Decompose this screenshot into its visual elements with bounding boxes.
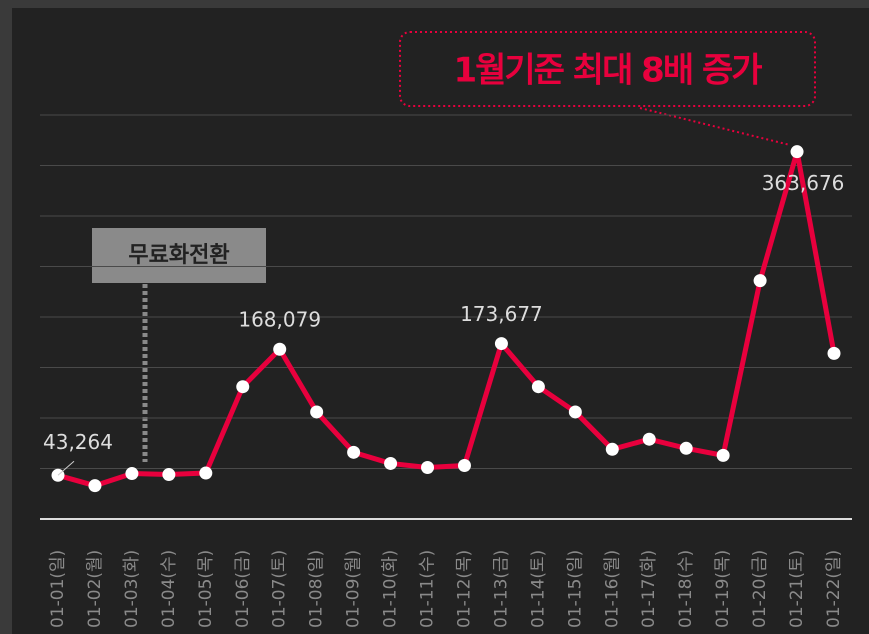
value-label: 363,676	[762, 171, 845, 195]
data-point	[494, 337, 508, 351]
x-tick-label: 01-22(일)	[824, 550, 844, 628]
plot-background	[12, 8, 869, 634]
callout-text: 1월기준 최대 8배 증가	[453, 51, 762, 91]
data-point	[753, 274, 767, 288]
data-point	[642, 432, 656, 446]
data-point	[716, 448, 730, 462]
data-point	[273, 342, 287, 356]
label-leader	[57, 460, 75, 476]
data-point	[457, 458, 471, 472]
x-tick-label: 01-12(목)	[454, 550, 474, 628]
data-point	[827, 346, 841, 360]
x-tick-label: 01-18(수)	[676, 550, 696, 628]
data-point	[162, 468, 176, 482]
x-tick-label: 01-13(금)	[491, 550, 511, 628]
x-tick-label: 01-14(토)	[528, 550, 548, 628]
x-tick-label: 01-02(월)	[85, 550, 105, 628]
value-label: 168,079	[238, 308, 321, 332]
x-tick-label: 01-04(수)	[159, 550, 179, 628]
data-point	[531, 380, 545, 394]
x-tick-label: 01-08(일)	[307, 550, 327, 628]
x-tick-label: 01-10(화)	[381, 550, 401, 628]
data-point	[605, 442, 619, 456]
data-point	[384, 456, 398, 470]
x-tick-label: 01-20(금)	[750, 550, 770, 628]
x-tick-label: 01-03(화)	[122, 550, 142, 628]
data-point	[347, 445, 361, 459]
x-tick-label: 01-17(화)	[639, 550, 659, 628]
x-tick-label: 01-19(목)	[713, 550, 733, 628]
value-label: 43,264	[43, 430, 113, 454]
data-point	[236, 380, 250, 394]
data-point	[88, 479, 102, 493]
x-tick-label: 01-21(토)	[787, 550, 807, 628]
x-tick-label: 01-16(월)	[602, 550, 622, 628]
x-tick-label: 01-06(금)	[233, 550, 253, 628]
data-line	[57, 149, 837, 489]
x-tick-label: 01-09(월)	[344, 550, 364, 628]
x-tick-label: 01-11(수)	[418, 550, 438, 628]
data-point	[421, 460, 435, 474]
x-tick-label: 01-07(토)	[270, 550, 290, 628]
value-label: 173,677	[460, 302, 543, 326]
data-point	[310, 405, 324, 419]
data-point	[125, 467, 139, 481]
x-tick-label: 01-01(일)	[48, 550, 68, 628]
x-tick-label: 01-05(목)	[196, 550, 216, 628]
data-point	[679, 441, 693, 455]
data-point	[199, 466, 213, 480]
data-point	[568, 405, 582, 419]
event-label: 무료화전환	[128, 243, 229, 268]
x-tick-label: 01-15(일)	[565, 550, 585, 628]
event-box	[92, 228, 266, 283]
data-point	[790, 145, 804, 159]
callout-pointer	[639, 107, 791, 146]
